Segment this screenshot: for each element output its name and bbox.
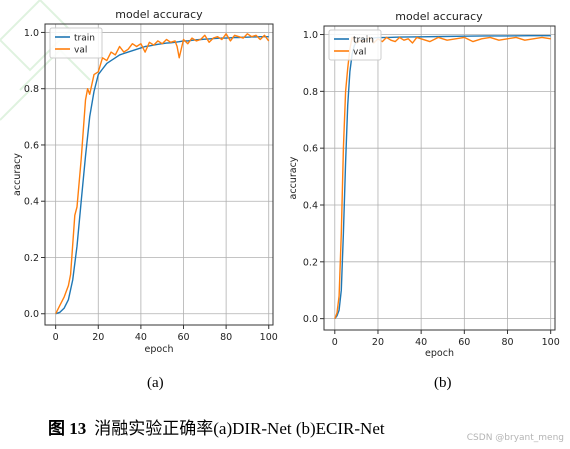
x-tick-label: 0 [53, 332, 59, 343]
x-tick-label: 20 [92, 332, 104, 343]
legend-label-val: val [74, 46, 87, 56]
y-tick-label: 0.2 [24, 253, 39, 264]
y-axis-label: accuracy [288, 156, 299, 199]
figure-number: 图 13 [48, 419, 87, 438]
legend-box [49, 27, 103, 59]
x-tick-label: 60 [177, 332, 189, 343]
y-tick-label: 1.0 [24, 28, 39, 39]
y-tick-label: 1.0 [303, 30, 318, 41]
x-tick-label: 60 [458, 337, 470, 348]
x-tick-label: 80 [501, 337, 513, 348]
y-tick-label: 0.0 [24, 309, 39, 320]
y-tick-label: 0.4 [303, 200, 318, 211]
x-tick-label: 100 [260, 332, 278, 343]
panel-label-a: (a) [147, 375, 164, 391]
legend-box [328, 29, 382, 61]
plot-frame [323, 25, 556, 331]
y-tick-label: 0.6 [303, 144, 318, 155]
x-tick-label: 80 [220, 332, 232, 343]
decorative-shape [0, 89, 31, 121]
legend-label-train: train [353, 36, 374, 46]
y-tick-label: 0.6 [24, 140, 39, 151]
y-tick-label: 0.8 [303, 87, 318, 98]
legend-label-train: train [74, 34, 95, 44]
y-axis-label: accuracy [12, 153, 23, 196]
chart-title: model accuracy [395, 10, 483, 23]
chart-title: model accuracy [115, 8, 203, 21]
series-line-val [55, 33, 270, 315]
chart-panel-b: 0 20 40 60 80 100 0.0 0.2 0.4 0.6 0.8 1.0 model accu… [288, 10, 560, 359]
y-tick-label: 0.8 [24, 84, 39, 95]
series-line-train [334, 35, 551, 320]
chart-panel-a: 0 20 40 60 80 100 0.0 0.2 0.4 0.6 0.8 1.0 model accu… [12, 8, 278, 355]
series-line-train [55, 36, 269, 315]
y-tick-label: 0.4 [24, 197, 39, 208]
x-axis-label: epoch [145, 344, 174, 355]
plot-frame [44, 23, 274, 326]
panel-label-b: (b) [434, 375, 452, 391]
figure-caption: 图 13 消融实验正确率(a)DIR-Net (b)ECIR-Net [48, 414, 385, 439]
caption-text: 消融实验正确率(a)DIR-Net (b)ECIR-Net [94, 419, 385, 438]
series-line-val [334, 36, 551, 319]
watermark: CSDN @bryant_meng [466, 433, 564, 443]
x-tick-label: 0 [332, 337, 338, 348]
y-tick-label: 0.2 [303, 257, 318, 268]
x-tick-label: 20 [372, 337, 384, 348]
x-tick-label: 100 [542, 337, 560, 348]
legend-label-val: val [353, 48, 366, 58]
x-axis-label: epoch [425, 348, 454, 359]
x-tick-label: 40 [135, 332, 147, 343]
y-tick-label: 0.0 [303, 314, 318, 325]
x-tick-label: 40 [415, 337, 427, 348]
